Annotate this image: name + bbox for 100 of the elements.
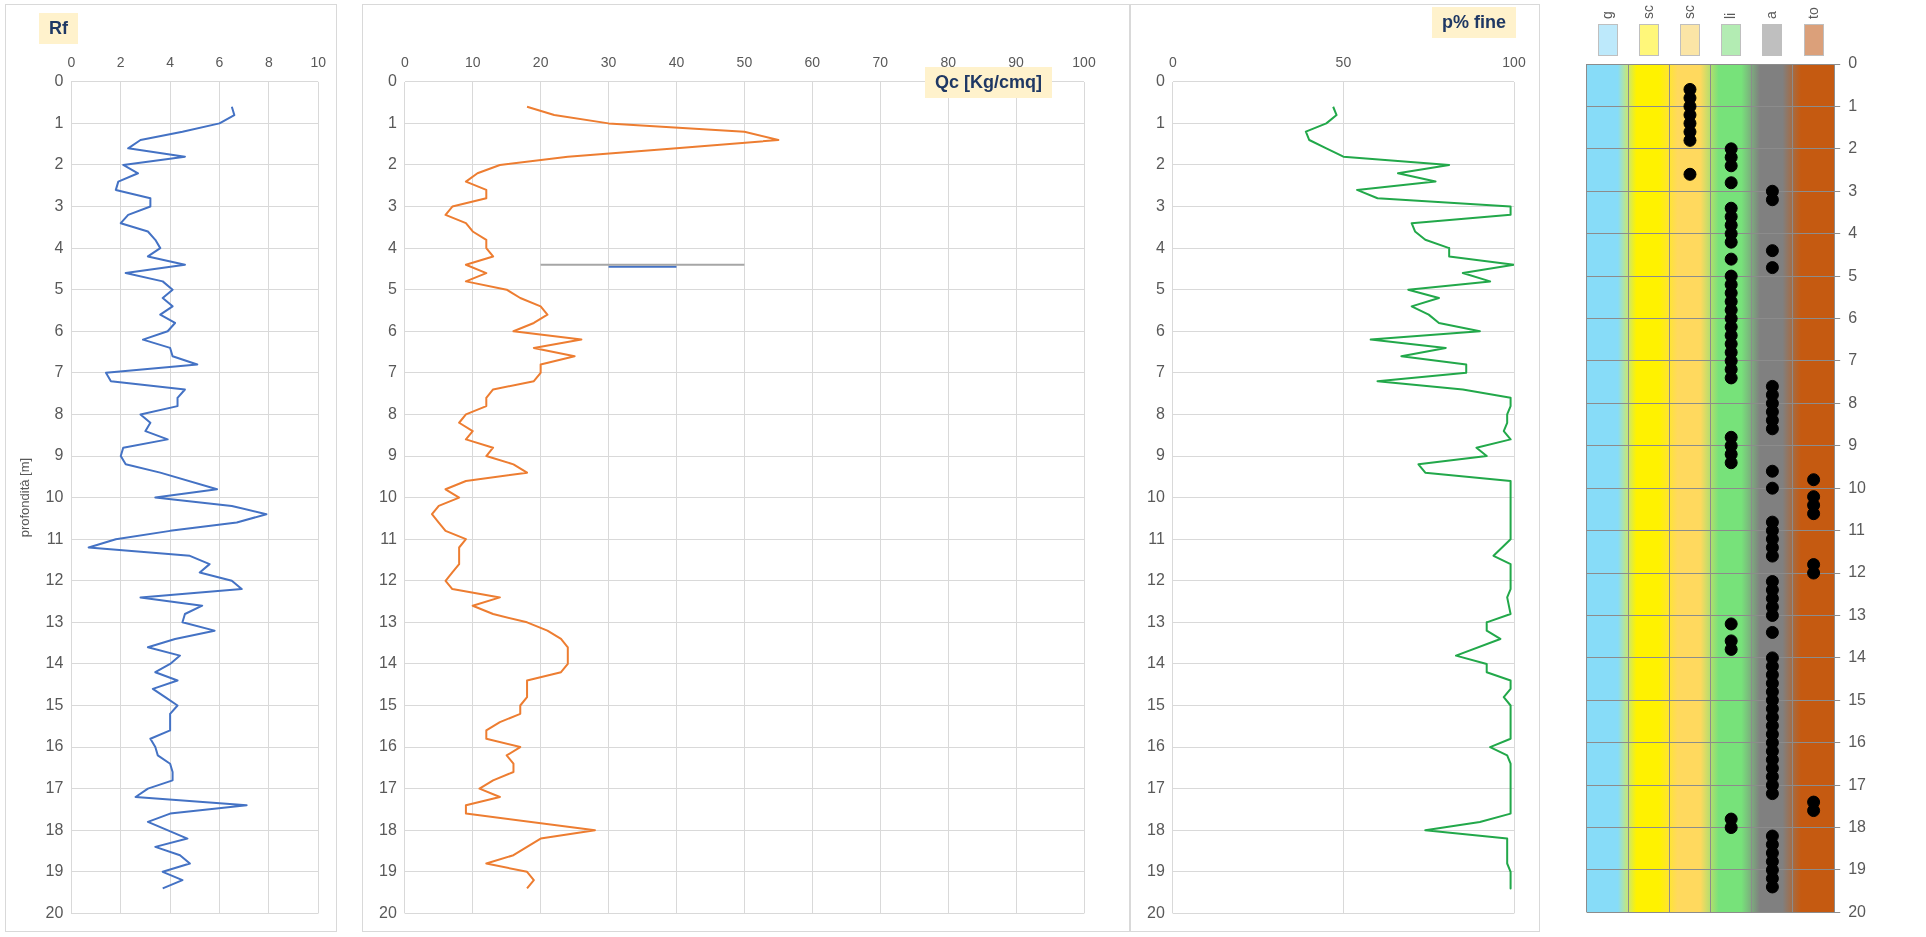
y-tick-label: 17 (379, 779, 397, 797)
x-tick-label: 10 (310, 54, 327, 71)
y-tick-label: 7 (387, 363, 397, 381)
point (1683, 82, 1697, 96)
x-tick-label: 2 (116, 54, 125, 71)
y-tick-label: 13 (1848, 605, 1867, 623)
y-tick-label: 8 (54, 404, 64, 422)
y-tick-label: 14 (45, 654, 64, 672)
y-tick-label: 6 (1155, 321, 1165, 339)
y-tick-label: 14 (1147, 654, 1165, 672)
x-tick-label: sc (1681, 5, 1698, 19)
y-tick-label: 8 (387, 404, 397, 422)
chart-title: Rf (39, 13, 78, 44)
y-tick-label: 18 (379, 820, 397, 838)
y-tick-label: 7 (54, 363, 64, 381)
y-tick-label: 17 (45, 779, 64, 797)
y-tick-label: 9 (1848, 436, 1858, 454)
y-tick-label: 2 (1848, 139, 1858, 157)
y-tick-label: 15 (1147, 695, 1165, 713)
y-tick-label: 1 (1155, 113, 1165, 131)
y-tick-label: 14 (379, 654, 397, 672)
y-tick-label: 12 (1147, 571, 1165, 589)
y-tick-label: 3 (1155, 196, 1165, 214)
point (1724, 201, 1738, 215)
y-tick-label: 4 (1848, 224, 1858, 242)
y-tick-label: 12 (45, 571, 64, 589)
point (1807, 795, 1821, 809)
y-tick-label: 10 (45, 488, 64, 506)
y-tick-label: 19 (1848, 860, 1867, 878)
x-tick-label: g (1598, 11, 1615, 19)
y-tick-label: 11 (380, 529, 397, 547)
y-tick-label: 20 (45, 903, 64, 921)
y-tick-label: 18 (45, 820, 64, 838)
y-tick-label: 7 (1155, 363, 1165, 381)
y-tick-label: 2 (1155, 155, 1165, 173)
y-tick-label: 10 (1848, 478, 1867, 496)
y-tick-label: 12 (1848, 563, 1867, 581)
x-tick-label: 30 (600, 54, 617, 71)
point (1765, 379, 1779, 393)
y-tick-label: 19 (379, 862, 397, 880)
x-tick-label: 10 (464, 54, 481, 71)
x-tick-label: to (1804, 7, 1821, 19)
x-tick-label: 0 (1168, 54, 1177, 71)
y-tick-label: 19 (45, 862, 64, 880)
point (1765, 244, 1779, 258)
x-tick-label: 50 (1335, 54, 1352, 71)
x-tick-label: 0 (67, 54, 76, 71)
point (1807, 473, 1821, 487)
x-tick-label: 8 (264, 54, 273, 71)
y-tick-label: 17 (1147, 779, 1165, 797)
x-tick-label: 4 (166, 54, 175, 71)
x-tick-label: a (1763, 11, 1780, 19)
y-tick-label: 3 (54, 196, 64, 214)
x-tick-label: 0 (400, 54, 409, 71)
point (1765, 261, 1779, 275)
y-tick-label: 15 (45, 695, 64, 713)
y-tick-label: 18 (1147, 820, 1165, 838)
y-axis-title: profondità [m] (17, 457, 33, 538)
point (1683, 167, 1697, 181)
x-tick-label: 50 (736, 54, 753, 71)
y-tick-label: 13 (1147, 612, 1165, 630)
point (1765, 625, 1779, 639)
y-tick-label: 18 (1848, 817, 1867, 835)
y-tick-label: 0 (1155, 72, 1165, 90)
y-tick-label: 6 (387, 321, 397, 339)
y-tick-label: 14 (1848, 648, 1867, 666)
point (1765, 515, 1779, 529)
point (1724, 634, 1738, 648)
y-tick-label: 2 (54, 155, 64, 173)
y-tick-label: 20 (1147, 903, 1165, 921)
y-tick-label: 13 (379, 612, 397, 630)
point (1724, 430, 1738, 444)
y-tick-label: 10 (379, 488, 397, 506)
point (1724, 252, 1738, 266)
x-tick-label: 100 (1072, 54, 1096, 71)
y-tick-label: 2 (387, 155, 397, 173)
y-tick-label: 20 (1848, 902, 1867, 920)
y-tick-label: 16 (1848, 733, 1867, 751)
point (1765, 184, 1779, 198)
chart-title: Qc [Kg/cmq] (935, 72, 1043, 92)
y-tick-label: 13 (45, 612, 64, 630)
y-tick-label: 1 (387, 113, 397, 131)
point (1724, 269, 1738, 283)
y-tick-label: 3 (1848, 181, 1858, 199)
x-tick-label: 6 (215, 54, 224, 71)
y-tick-label: 10 (1147, 488, 1165, 506)
x-tick-label: li (1722, 12, 1739, 19)
y-tick-label: 0 (54, 72, 64, 90)
x-tick-label: sc (1639, 5, 1656, 19)
x-tick-label: 60 (804, 54, 821, 71)
y-tick-label: 8 (1155, 404, 1165, 422)
y-tick-label: 15 (379, 695, 397, 713)
x-tick-label: 80 (940, 54, 957, 71)
y-tick-label: 11 (1148, 529, 1165, 547)
y-tick-label: 6 (54, 321, 64, 339)
point (1765, 481, 1779, 495)
y-tick-label: 17 (1848, 775, 1867, 793)
y-tick-label: 3 (387, 196, 397, 214)
x-tick-label: 20 (532, 54, 549, 71)
y-tick-label: 4 (1155, 238, 1165, 256)
